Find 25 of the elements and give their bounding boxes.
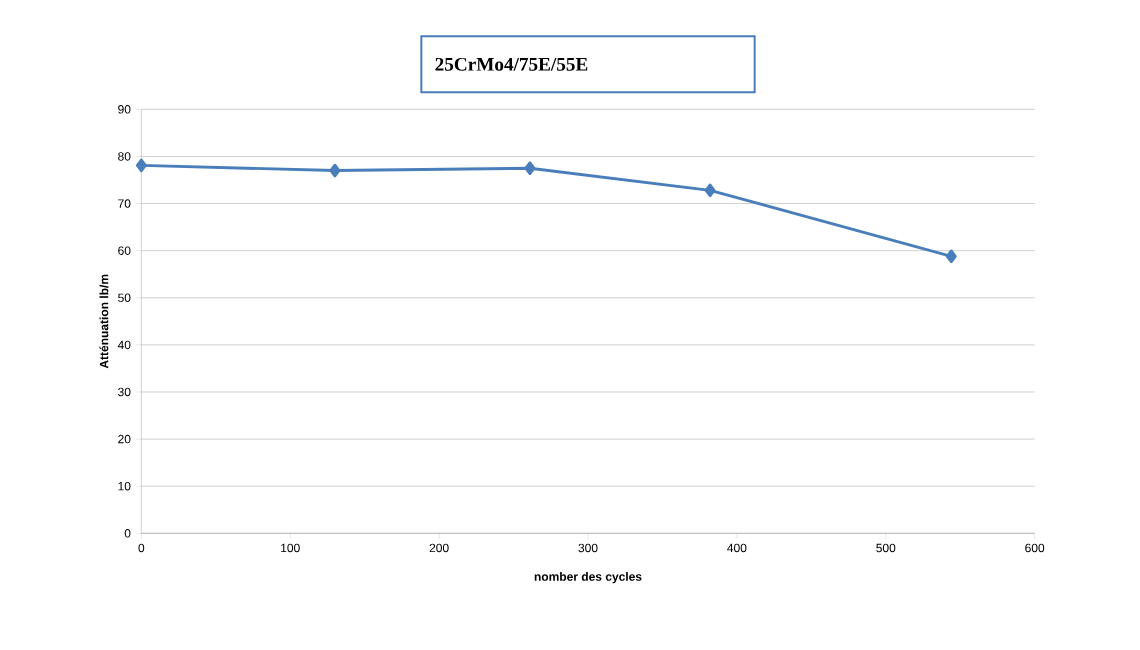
- point: [135, 158, 147, 173]
- x-tick-label: 500: [876, 543, 896, 553]
- x-tick-label: 0: [138, 543, 145, 553]
- x-tick-label: 200: [429, 543, 449, 553]
- y-tick-label: 50: [118, 293, 131, 303]
- y-tick-label: 30: [118, 387, 131, 397]
- x-tick-label: 100: [281, 543, 300, 553]
- y-tick-label: 40: [117, 340, 131, 350]
- y-tick-label: 70: [118, 199, 131, 208]
- y-axis-title: Atténuation lb/m: [99, 274, 109, 369]
- point: [704, 183, 716, 198]
- y-tick-label: 60: [118, 246, 131, 255]
- x-tick-label: 600: [1025, 543, 1045, 553]
- point: [524, 161, 536, 176]
- point: [329, 163, 341, 178]
- point: [945, 249, 957, 264]
- y-tick-label: 0: [124, 529, 131, 538]
- y-tick-label: 90: [118, 105, 131, 114]
- x-tick-label: 300: [578, 543, 598, 553]
- chart-title: 25CrMo4/75E/55E: [435, 57, 588, 71]
- y-tick-label: 20: [118, 434, 131, 444]
- y-tick-label: 80: [118, 152, 131, 161]
- x-axis-title: nomber des cycles: [534, 572, 642, 584]
- x-tick-label: 400: [727, 543, 747, 553]
- y-tick-label: 10: [118, 481, 131, 491]
